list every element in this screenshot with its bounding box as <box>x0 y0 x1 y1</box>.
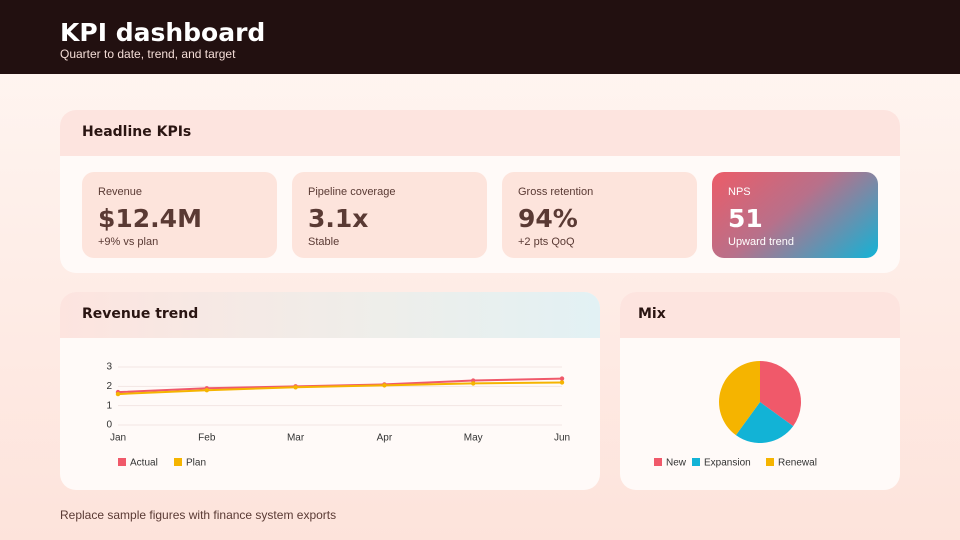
kpi-label: Gross retention <box>518 186 594 198</box>
pie-chart: New Expansion Renewal <box>654 361 817 469</box>
kpi-label: Pipeline coverage <box>308 186 396 198</box>
kpi-card: Revenue $12.4M +9% vs plan <box>82 172 277 258</box>
kpi-card: Pipeline coverage 3.1x Stable <box>292 172 487 258</box>
legend-label: Actual <box>130 458 158 469</box>
panel-title: Mix <box>638 306 666 322</box>
line-chart: 0 1 2 3 Jan Feb Mar Apr May Jun Actual Plan <box>106 362 570 469</box>
y-tick-label: 1 <box>106 400 112 411</box>
legend-label: Plan <box>186 458 206 469</box>
page-subtitle: Quarter to date, trend, and target <box>60 47 236 61</box>
data-point <box>559 380 565 385</box>
data-point <box>115 391 121 397</box>
y-tick-label: 3 <box>106 362 112 373</box>
kpi-note: +2 pts QoQ <box>518 236 575 248</box>
kpi-note: Stable <box>308 236 340 248</box>
data-point <box>382 383 387 388</box>
data-point <box>471 381 476 386</box>
kpi-value: 3.1x <box>308 204 369 233</box>
panel-header <box>620 292 900 338</box>
page-title: KPI dashboard <box>60 18 266 47</box>
panel-header <box>60 110 900 156</box>
kpi-value: $12.4M <box>98 204 202 233</box>
y-tick-label: 2 <box>106 381 112 392</box>
line-series <box>117 381 563 396</box>
x-tick-label: Jun <box>554 433 570 444</box>
x-tick-label: Mar <box>287 433 305 444</box>
data-point <box>559 376 565 381</box>
kpi-card: Gross retention 94% +2 pts QoQ <box>502 172 697 258</box>
panel-title: Revenue trend <box>82 306 199 322</box>
header-bar <box>0 0 960 74</box>
x-tick-label: Jan <box>110 433 126 444</box>
legend-swatch <box>692 458 700 466</box>
kpi-label: NPS <box>728 186 751 198</box>
legend-label: Expansion <box>704 458 751 469</box>
kpi-note: +9% vs plan <box>98 236 159 248</box>
legend-label: New <box>666 458 687 469</box>
x-tick-label: Feb <box>198 433 216 444</box>
data-point <box>293 385 298 390</box>
footer-note: Replace sample figures with finance syst… <box>60 508 337 522</box>
legend-label: Renewal <box>778 458 817 469</box>
mix-panel: Mix <box>620 292 900 490</box>
legend-swatch <box>174 458 182 466</box>
legend-swatch <box>766 458 774 466</box>
legend-swatch <box>654 458 662 466</box>
kpi-value: 94% <box>518 204 578 233</box>
pie-slice <box>760 361 801 427</box>
legend-swatch <box>118 458 126 466</box>
x-tick-label: Apr <box>377 433 393 444</box>
pie-slice <box>719 361 760 436</box>
y-tick-label: 0 <box>106 420 112 431</box>
pie-slice <box>735 402 794 443</box>
kpi-card: NPS 51 Upward trend <box>712 172 878 258</box>
x-tick-label: May <box>464 433 483 444</box>
kpi-note: Upward trend <box>728 236 795 248</box>
data-point <box>204 388 209 393</box>
kpi-label: Revenue <box>98 186 143 198</box>
kpi-value: 51 <box>728 204 763 233</box>
panel-header <box>60 292 600 338</box>
panel-title: Headline KPIs <box>82 124 192 140</box>
